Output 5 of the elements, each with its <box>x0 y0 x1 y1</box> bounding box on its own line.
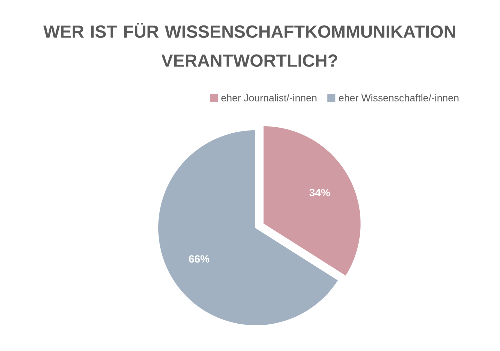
data-label: 66% <box>189 255 210 263</box>
legend-label: eher Journalist/-innen <box>222 94 317 102</box>
legend-label: eher Wissenschaftle/-innen <box>339 94 459 102</box>
data-label: 34% <box>310 189 330 197</box>
chart-title: WER IST FÜR WISSENSCHAFTKOMMUNIKATION VERANTWORTLICH? <box>44 22 456 68</box>
